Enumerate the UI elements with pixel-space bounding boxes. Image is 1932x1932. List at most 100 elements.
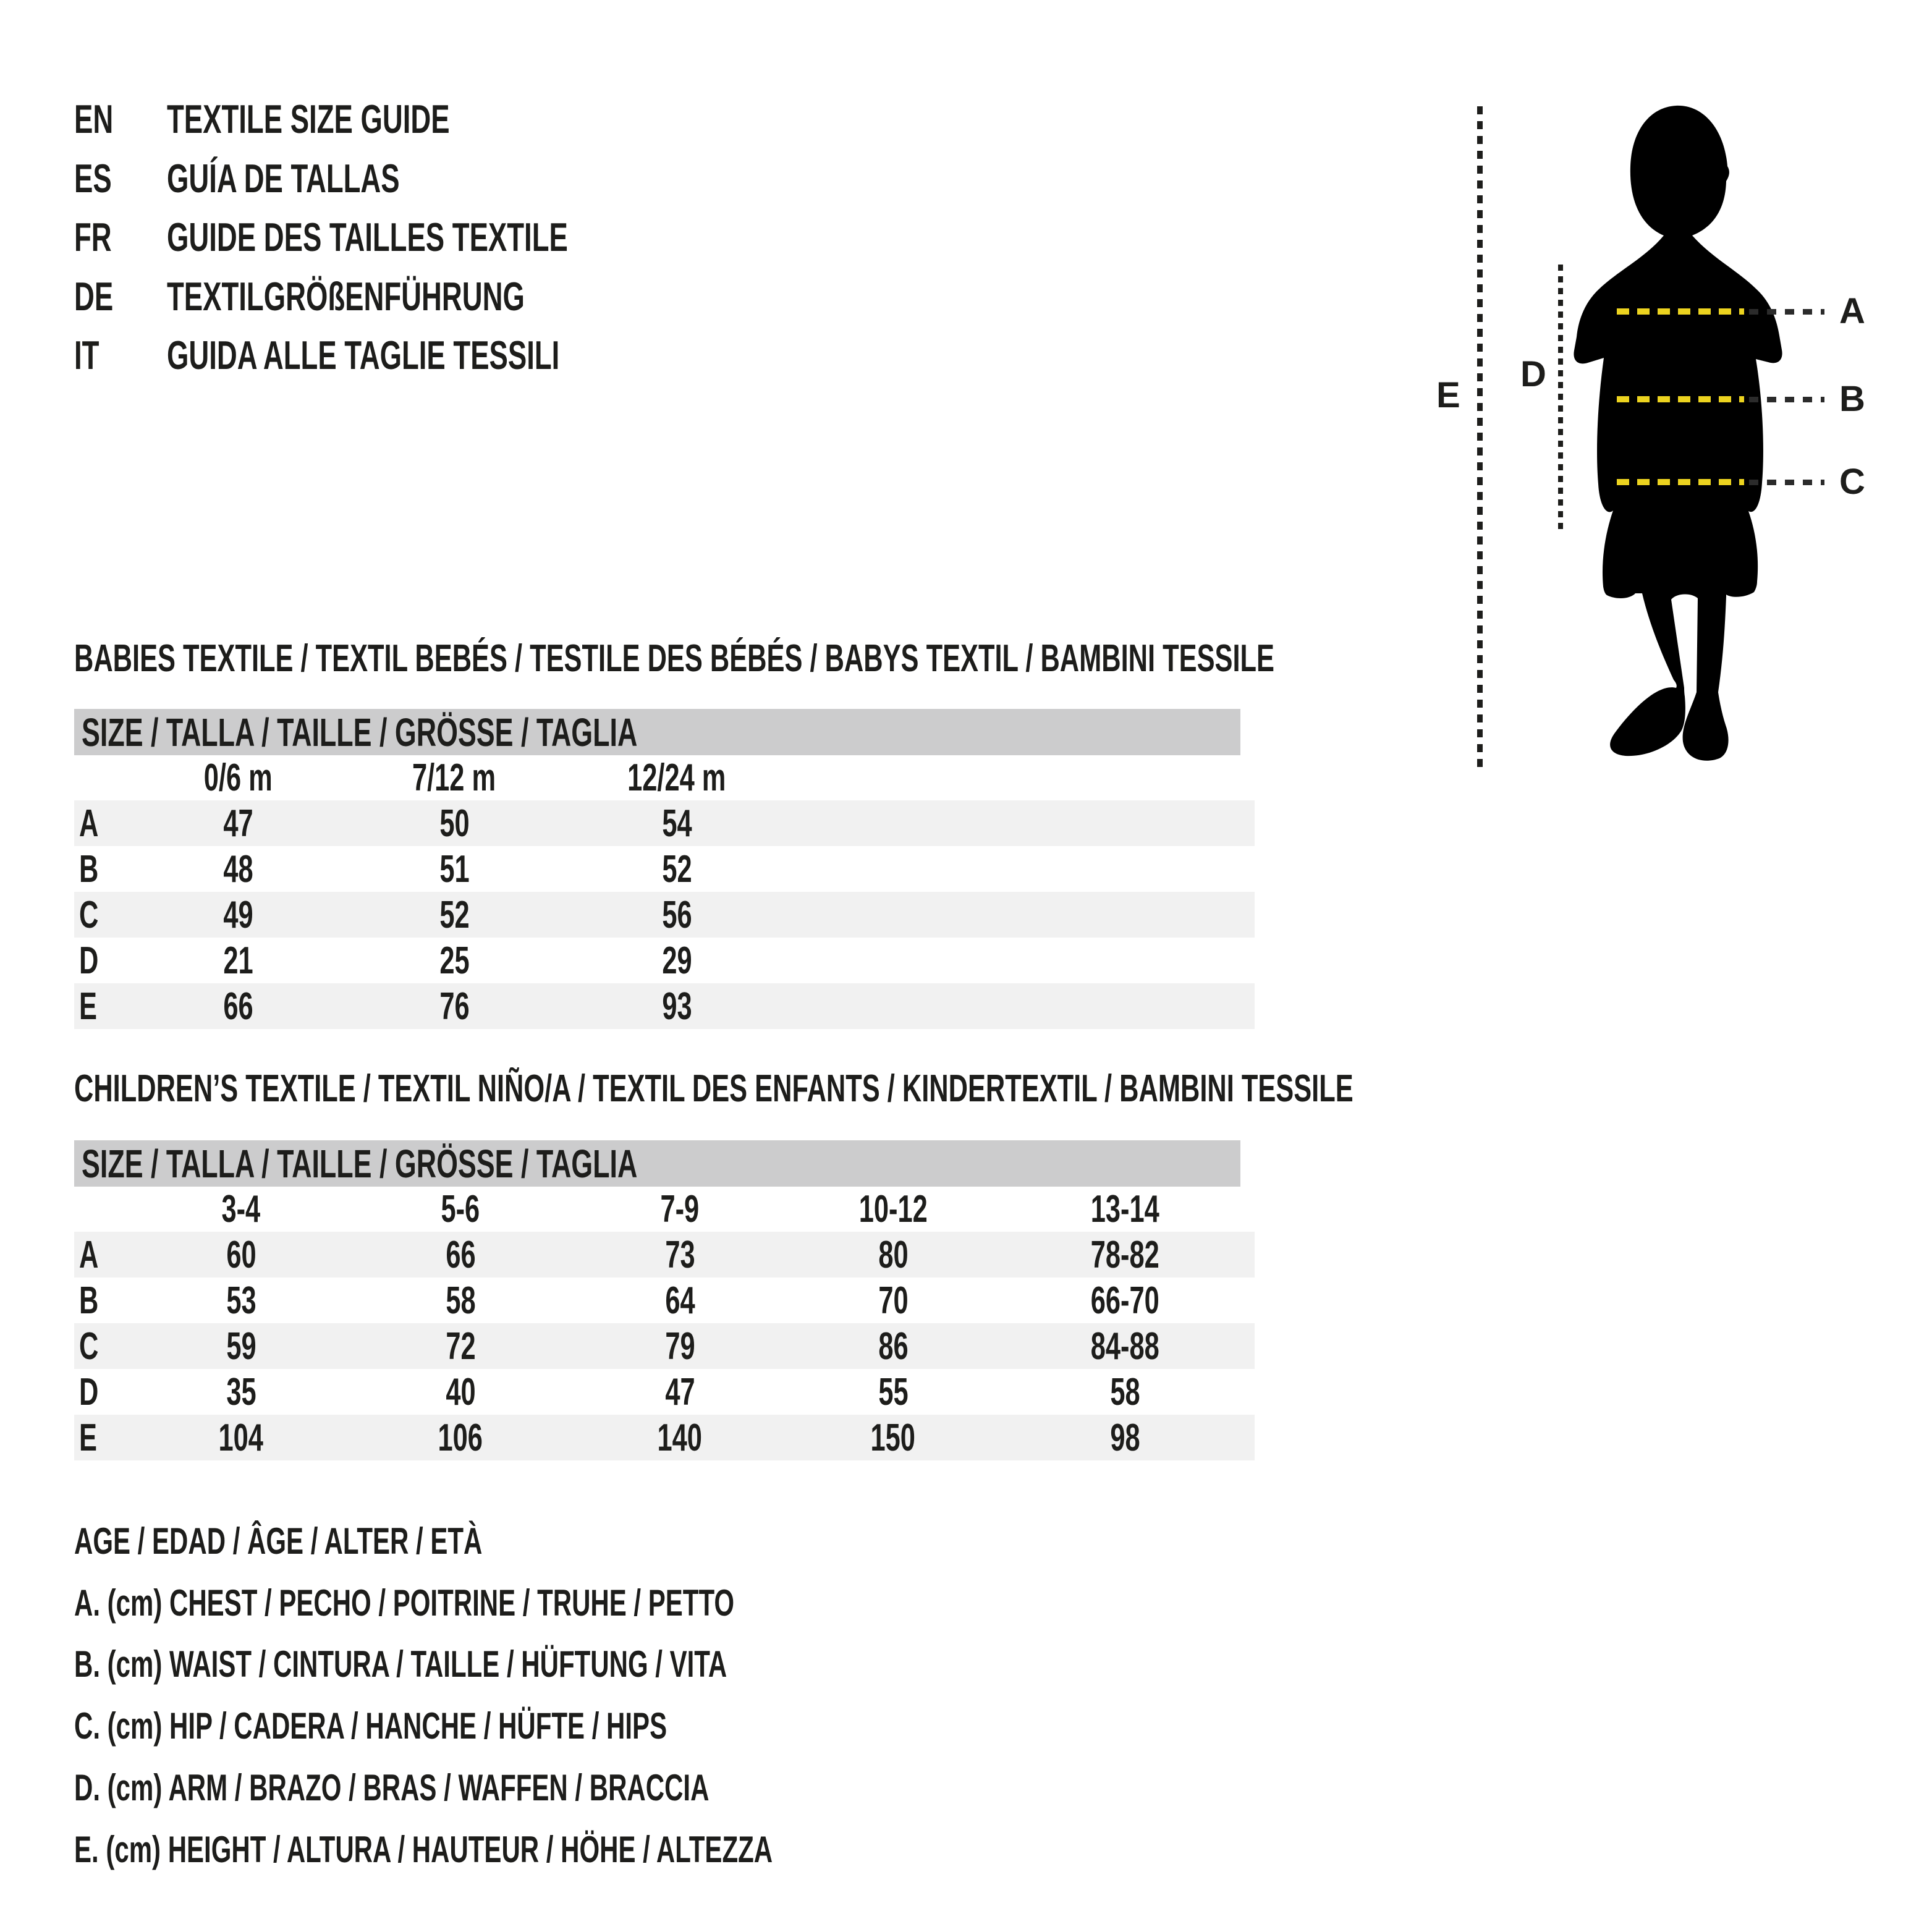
row-label-cell: B [74,846,167,892]
value-cell: 66-70 [1032,1277,1218,1323]
row-label-cell: C [74,1323,167,1369]
row-label-cell: D [74,938,167,983]
babies-size-header-text: SIZE / TALLA / TAILLE / GRÖSSE / TAGLIA [82,710,638,755]
row-label: E [79,1416,97,1459]
value-cell: 59 [167,1323,315,1369]
cell-value: 79 [664,1324,695,1368]
value-cell: 98 [1032,1415,1218,1460]
children-col-header-text: 13-14 [1090,1188,1159,1231]
children-section-title: CHILDREN’S TEXTILE / TEXTIL NIÑO/A / TEX… [74,1070,1902,1108]
legend-line-age: AGE / EDAD / ÂGE / ALTER / ETÀ [74,1522,657,1561]
row-label: B [79,847,99,891]
legend-text: A. (cm) CHEST / PECHO / POITRINE / TRUHE… [74,1582,735,1624]
language-title: GUÍA DE TALLAS [167,156,400,201]
row-label-cell: C [74,892,167,938]
row-label: A [79,1233,99,1276]
cell-value: 51 [439,847,470,891]
figure-label-chest: A [1839,291,1865,331]
language-row-it: IT GUIDA ALLE TAGLIE TESSILI [74,335,728,376]
row-label-cell: B [74,1277,167,1323]
table-row: C 49 52 56 [74,892,1255,938]
value-cell: 25 [309,938,600,983]
cell-value: 104 [218,1416,264,1459]
value-cell: 79 [606,1323,754,1369]
cell-value: 66-70 [1090,1279,1159,1322]
value-cell: 54 [600,800,754,846]
value-cell: 106 [315,1415,606,1460]
hip-line-dark-dash [1749,480,1824,485]
chest-line-yellow-dash [1617,308,1744,315]
value-cell: 72 [315,1323,606,1369]
figure-label-arm: D [1520,354,1546,394]
cell-value: 58 [445,1279,476,1322]
waist-line-yellow-dash [1617,396,1744,402]
children-col-header-text: 5-6 [441,1188,480,1231]
cell-value: 55 [878,1370,909,1413]
value-cell: 29 [600,938,754,983]
children-col-header-text: 7-9 [660,1188,700,1231]
value-cell: 86 [754,1323,1032,1369]
language-code: IT [74,335,167,376]
value-cell: 84-88 [1032,1323,1218,1369]
table-row: E 66 76 93 [74,983,1255,1029]
value-cell: 52 [600,846,754,892]
cell-value: 48 [222,847,253,891]
children-col-header: 10-12 [754,1187,1032,1232]
cell-value: 56 [661,893,692,936]
value-cell: 104 [167,1415,315,1460]
cell-value: 59 [226,1324,256,1368]
legend-line-waist: B. (cm) WAIST / CINTURA / TAILLE / HÜFTU… [74,1645,1007,1684]
cell-value: 98 [1109,1416,1140,1459]
value-cell: 64 [606,1277,754,1323]
babies-col-header: 12/24 m [600,755,754,800]
value-cell: 60 [167,1232,315,1277]
table-row: A 60 66 73 80 78-82 [74,1232,1255,1277]
table-row: B 48 51 52 [74,846,1255,892]
babies-column-header-row: 0/6 m 7/12 m 12/24 m [74,755,1255,800]
cell-value: 47 [664,1370,695,1413]
row-label-cell: A [74,1232,167,1277]
cell-value: 150 [870,1416,916,1459]
waist-line-dark-dash [1749,397,1824,402]
language-code-text: EN [74,96,114,142]
value-cell: 150 [754,1415,1032,1460]
cell-value: 54 [661,802,692,845]
cell-value: 73 [664,1233,695,1276]
cell-value: 72 [445,1324,476,1368]
value-cell: 93 [600,983,754,1029]
language-code-text: IT [74,333,100,378]
value-cell: 70 [754,1277,1032,1323]
legend-line-hip: C. (cm) HIP / CADERA / HANCHE / HÜFTE / … [74,1707,921,1745]
row-label: A [79,802,99,845]
value-cell: 48 [167,846,309,892]
row-label: E [79,985,97,1028]
cell-value: 84-88 [1090,1324,1159,1368]
cell-value: 52 [661,847,692,891]
value-cell: 66 [167,983,309,1029]
value-cell: 47 [167,800,309,846]
value-cell: 35 [167,1369,315,1415]
children-column-header-row: 3-4 5-6 7-9 10-12 13-14 [74,1187,1255,1232]
language-code: EN [74,99,167,140]
legend-line-arm: D. (cm) ARM / BRAZO / BRAS / WAFFEN / BR… [74,1769,981,1807]
value-cell: 47 [606,1369,754,1415]
cell-value: 35 [226,1370,256,1413]
babies-col-header-text: 0/6 m [203,756,273,799]
value-cell: 78-82 [1032,1232,1218,1277]
cell-value: 52 [439,893,470,936]
value-cell: 40 [315,1369,606,1415]
chest-line-dark-dash [1749,309,1824,315]
child-silhouette-figure [1574,105,1782,761]
cell-value: 76 [439,985,470,1028]
cell-value: 58 [1109,1370,1140,1413]
language-row-es: ES GUÍA DE TALLAS [74,158,499,199]
row-label: C [79,893,99,936]
language-title: TEXTILE SIZE GUIDE [167,96,450,142]
arm-measure-dotted-line [1558,265,1563,532]
language-title: TEXTILGRÖßENFÜHRUNG [167,274,525,319]
value-cell: 56 [600,892,754,938]
babies-col-header-text: 7/12 m [412,756,496,799]
cell-value: 50 [439,802,470,845]
value-cell: 51 [309,846,600,892]
